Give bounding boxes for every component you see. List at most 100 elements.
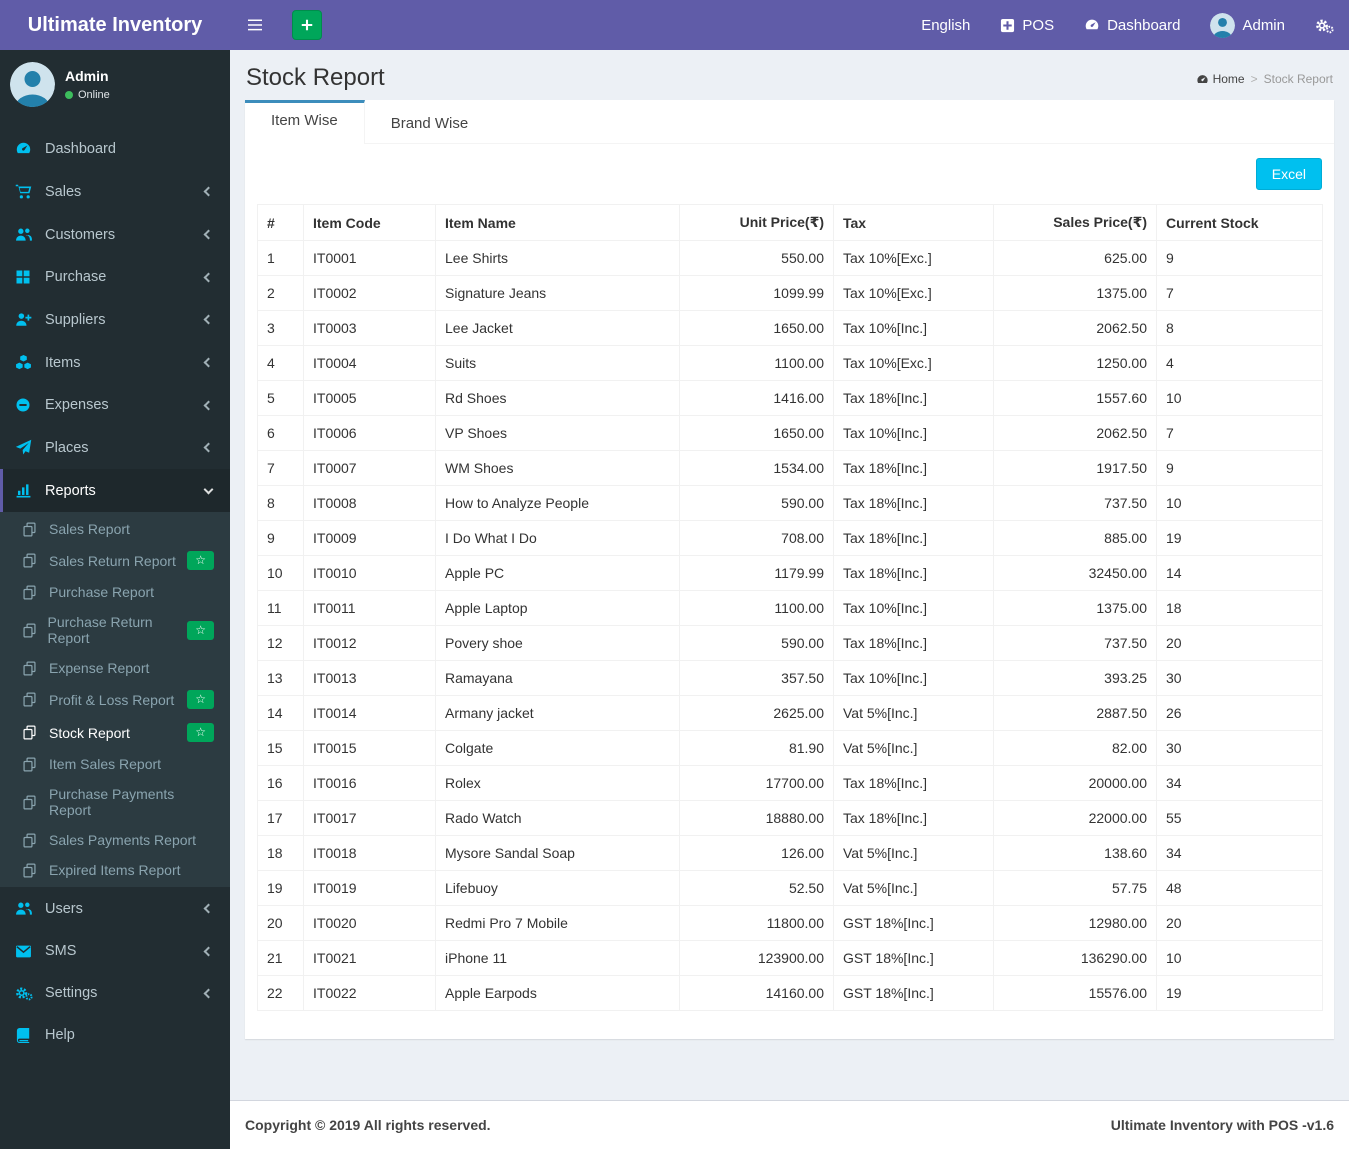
user-avatar[interactable] [10, 62, 55, 107]
table-row: 14 IT0014 Armany jacket 2625.00 Vat 5%[Inc.]… [257, 695, 1323, 731]
copy-icon [22, 833, 42, 848]
tax: Vat 5%[Inc.] [833, 695, 994, 731]
item-name: Apple Earpods [435, 975, 680, 1011]
sidebar-item-sales[interactable]: Sales [0, 170, 230, 213]
unit-price: 708.00 [679, 520, 834, 556]
sidebar-subitem-item-sales-report[interactable]: Item Sales Report [0, 749, 230, 779]
settings-gears-icon[interactable] [1300, 0, 1349, 50]
app-brand[interactable]: Ultimate Inventory [27, 13, 203, 36]
current-stock: 7 [1156, 415, 1323, 451]
sidebar-subitem-sales-payments-report[interactable]: Sales Payments Report [0, 825, 230, 855]
table-row: 8 IT0008 How to Analyze People 590.00 Tax 18… [257, 485, 1323, 521]
star-badge: ☆ [187, 551, 214, 570]
row-index: 13 [257, 660, 304, 696]
column-header-unit-price: Unit Price(₹) [679, 204, 834, 241]
tax: Tax 18%[Inc.] [833, 485, 994, 521]
breadcrumb: Home > Stock Report [1196, 64, 1333, 86]
sidebar-item-reports[interactable]: Reports [0, 469, 230, 512]
sales-price: 57.75 [993, 870, 1157, 906]
chevron-left-icon [203, 988, 214, 998]
tax: Tax 10%[Exc.] [833, 240, 994, 276]
sidebar-subitem-profit-loss-report[interactable]: Profit & Loss Report ☆ [0, 683, 230, 716]
row-index: 17 [257, 800, 304, 836]
tax: GST 18%[Inc.] [833, 940, 994, 976]
tab-item-wise[interactable]: Item Wise [245, 100, 365, 144]
footer-version: Ultimate Inventory with POS -v1.6 [1110, 1117, 1334, 1133]
user-menu[interactable]: Admin [1195, 0, 1300, 50]
sidebar-item-label: Suppliers [45, 311, 106, 328]
sidebar-toggle-icon[interactable] [230, 0, 280, 50]
sidebar-subitem-sales-report[interactable]: Sales Report [0, 514, 230, 544]
row-index: 3 [257, 310, 304, 346]
sidebar-item-customers[interactable]: Customers [0, 213, 230, 256]
sidebar-item-settings[interactable]: Settings [0, 972, 230, 1014]
sidebar-subitem-purchase-return-report[interactable]: Purchase Return Report ☆ [0, 607, 230, 653]
sidebar-subitem-stock-report[interactable]: Stock Report ☆ [0, 716, 230, 749]
star-badge: ☆ [187, 690, 214, 709]
unit-price: 1100.00 [679, 345, 834, 381]
sidebar-item-expenses[interactable]: Expenses [0, 384, 230, 426]
item-code: IT0012 [303, 625, 436, 661]
sales-price: 2062.50 [993, 415, 1157, 451]
breadcrumb-home-link[interactable]: Home [1196, 72, 1245, 86]
users-icon [15, 900, 37, 917]
chevron-left-icon [203, 229, 214, 240]
tab-brand-wise[interactable]: Brand Wise [390, 115, 469, 132]
unit-price: 1650.00 [679, 310, 834, 346]
item-code: IT0018 [303, 835, 436, 871]
quick-add-button[interactable] [292, 10, 322, 40]
sales-price: 138.60 [993, 835, 1157, 871]
sales-price: 737.50 [993, 485, 1157, 521]
sidebar-subitem-label: Profit & Loss Report [49, 691, 175, 708]
dashboard-link[interactable]: Dashboard [1069, 0, 1195, 50]
sidebar-subitem-label: Stock Report [49, 724, 130, 741]
sidebar-subitem-expired-items-report[interactable]: Expired Items Report [0, 855, 230, 885]
item-name: iPhone 11 [435, 940, 680, 976]
sales-price: 737.50 [993, 625, 1157, 661]
tax: Tax 10%[Exc.] [833, 275, 994, 311]
sidebar-item-purchase[interactable]: Purchase [0, 256, 230, 298]
chevron-left-icon [203, 400, 214, 410]
sidebar-subitem-label: Sales Return Report [49, 552, 176, 569]
row-index: 7 [257, 450, 304, 486]
copy-icon [22, 661, 42, 676]
unit-price: 357.50 [679, 660, 834, 696]
language-selector[interactable]: English [921, 16, 971, 34]
unit-price: 590.00 [679, 485, 834, 521]
sidebar-item-places[interactable]: Places [0, 426, 230, 469]
sidebar-item-users[interactable]: Users [0, 887, 230, 930]
copy-icon [22, 757, 42, 772]
sales-price: 1917.50 [993, 450, 1157, 486]
sales-price: 12980.00 [993, 905, 1157, 941]
unit-price: 14160.00 [679, 975, 834, 1011]
sidebar-subitem-sales-return-report[interactable]: Sales Return Report ☆ [0, 544, 230, 577]
chevron-left-icon [203, 314, 214, 325]
sidebar-subitem-label: Expense Report [49, 660, 150, 676]
copy-icon [22, 553, 42, 568]
excel-export-button[interactable]: Excel [1255, 158, 1322, 190]
dashboard-icon [15, 140, 37, 157]
minus-circle-icon [15, 397, 37, 413]
item-name: Ramayana [435, 660, 680, 696]
pos-link[interactable]: POS [985, 0, 1069, 50]
sidebar-item-dashboard[interactable]: Dashboard [0, 127, 230, 170]
sidebar-subitem-purchase-payments-report[interactable]: Purchase Payments Report [0, 779, 230, 825]
unit-price: 1650.00 [679, 415, 834, 451]
row-index: 21 [257, 940, 304, 976]
sidebar-item-help[interactable]: Help [0, 1014, 230, 1056]
sidebar-item-label: Dashboard [45, 140, 116, 157]
sidebar-item-label: Settings [45, 985, 98, 1001]
item-code: IT0021 [303, 940, 436, 976]
sidebar-item-suppliers[interactable]: Suppliers [0, 298, 230, 341]
current-stock: 30 [1156, 660, 1323, 696]
sidebar-item-items[interactable]: Items [0, 341, 230, 384]
envelope-icon [15, 944, 37, 959]
row-index: 8 [257, 485, 304, 521]
sidebar-item-sms[interactable]: SMS [0, 930, 230, 972]
tab-bar: Item Wise Brand Wise [245, 100, 1334, 144]
sidebar-subitem-purchase-report[interactable]: Purchase Report [0, 577, 230, 607]
item-name: Redmi Pro 7 Mobile [435, 905, 680, 941]
sidebar-subitem-expense-report[interactable]: Expense Report [0, 653, 230, 683]
item-code: IT0003 [303, 310, 436, 346]
table-row: 1 IT0001 Lee Shirts 550.00 Tax 10%[Exc.] 625.… [257, 240, 1323, 276]
